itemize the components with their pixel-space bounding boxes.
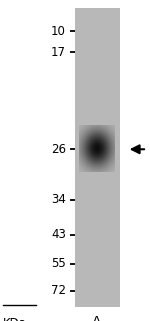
Text: 34: 34 — [51, 193, 66, 206]
Text: 55: 55 — [51, 257, 66, 270]
Text: 17: 17 — [51, 46, 66, 58]
Text: 26: 26 — [51, 143, 66, 156]
Text: 10: 10 — [51, 25, 66, 38]
Bar — [75, 8, 120, 307]
Text: 72: 72 — [51, 284, 66, 297]
Text: A: A — [92, 315, 102, 321]
Text: KDa: KDa — [3, 317, 27, 321]
Text: 43: 43 — [51, 229, 66, 241]
